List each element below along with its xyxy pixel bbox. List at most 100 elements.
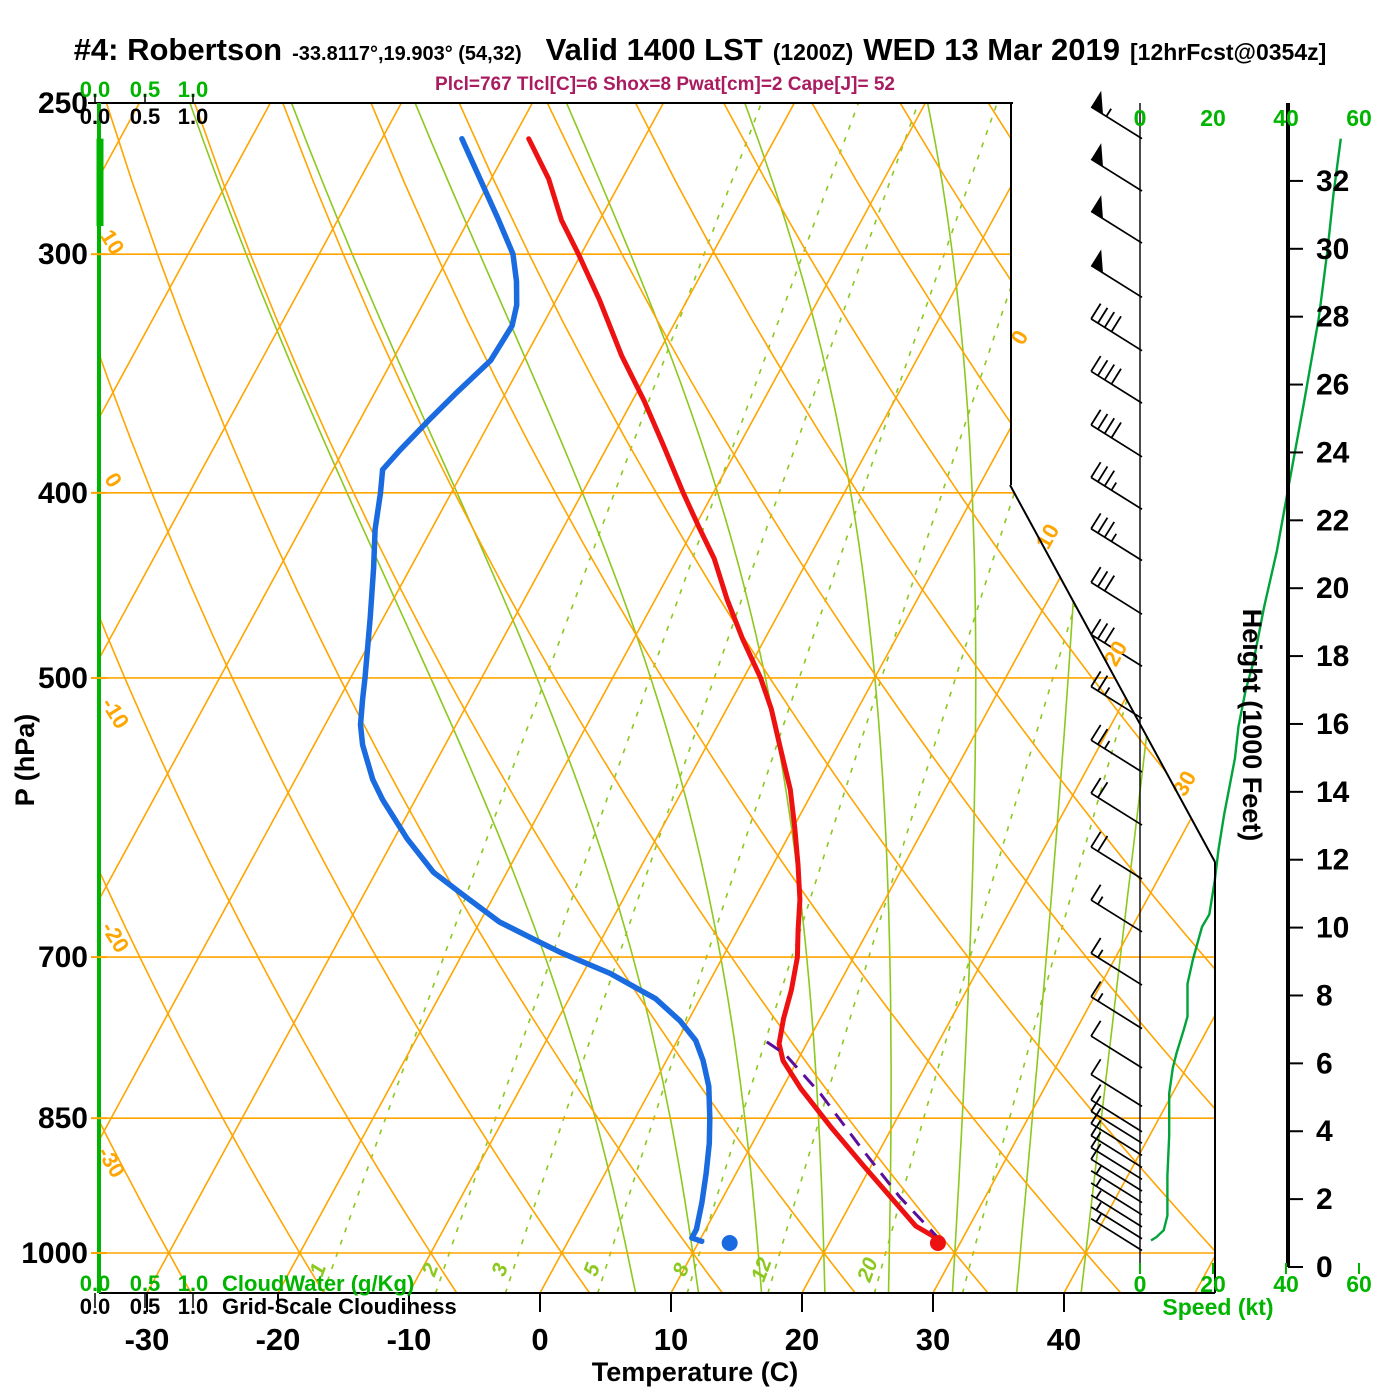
- cloudiness-scale-top: 0.5: [130, 104, 161, 129]
- wind-barb: [1090, 1213, 1143, 1252]
- wind-barb-flag: [1091, 249, 1103, 273]
- wind-barb-full: [1103, 364, 1115, 381]
- wind-barb: [1090, 355, 1143, 404]
- wind-barb-staff: [1090, 370, 1143, 404]
- dry-adiabat-label: 0: [100, 468, 128, 492]
- wind-barb: [1090, 409, 1143, 458]
- wind-barb-full: [1097, 570, 1109, 588]
- wind-barb-staff: [1090, 1170, 1143, 1204]
- height-tick-label: 8: [1316, 979, 1333, 1012]
- wind-barb-full: [1090, 461, 1102, 478]
- wind-barb-half: [1095, 1190, 1102, 1199]
- wind-barb-staff: [1090, 1073, 1143, 1108]
- temperature-tick-label: -30: [125, 1322, 170, 1357]
- wind-barb-full: [1090, 355, 1102, 372]
- height-tick-label: 22: [1316, 504, 1349, 537]
- temperature-axis-title: Temperature (C): [592, 1357, 799, 1387]
- wind-barb-full: [1090, 1143, 1102, 1160]
- moist-adiabat-line: [565, 103, 826, 1293]
- wind-barb-staff: [1090, 318, 1143, 352]
- mixing-ratio-line: [686, 103, 1075, 1293]
- wind-barb: [1090, 1131, 1143, 1181]
- wind-barb: [1090, 981, 1143, 1030]
- speed-tick-label-top: 60: [1346, 105, 1372, 131]
- pressure-tick-label: 1000: [21, 1237, 88, 1270]
- wind-barb-staff: [1090, 476, 1143, 510]
- cloudwater-scale-bottom: 0.0: [80, 1271, 111, 1296]
- speed-tick-label-top: 40: [1273, 105, 1299, 131]
- wind-barb-staff: [1090, 158, 1143, 192]
- wind-barb-full: [1090, 937, 1102, 954]
- wind-barb-full: [1090, 409, 1102, 426]
- height-tick-label: 20: [1316, 572, 1349, 605]
- surface-dewpoint-dot: [721, 1234, 738, 1251]
- height-tick-label: 6: [1316, 1047, 1333, 1080]
- wind-barb-half: [1103, 687, 1111, 696]
- height-tick-label: 0: [1316, 1251, 1333, 1284]
- wind-barb-full: [1090, 566, 1102, 583]
- plot-border-notch: [1009, 484, 1216, 863]
- dry-adiabat-line: [811, 103, 1215, 1293]
- wind-barb-flag: [1091, 195, 1103, 219]
- moist-adiabat-line: [290, 103, 700, 1293]
- wind-barb-full: [1090, 1131, 1102, 1148]
- dry-adiabat-label: -10: [96, 693, 134, 733]
- wind-barb-staff: [1090, 1099, 1143, 1133]
- dry-adiabat-line: [99, 103, 193, 1293]
- mixing-ratio-line: [504, 103, 920, 1293]
- valid-time: Valid 1400 LST: [545, 32, 763, 67]
- wind-barb: [1090, 1178, 1143, 1216]
- cloudiness-scale-bottom: 0.0: [80, 1294, 111, 1319]
- mixing-ratio-line: [873, 103, 1215, 1293]
- wind-barb-full: [1103, 627, 1115, 644]
- dry-adiabat-line: [99, 103, 458, 1293]
- wind-barb-full: [1097, 622, 1109, 640]
- wind-barb-half: [1097, 949, 1104, 958]
- isotherm-line: [0, 103, 8, 1293]
- isotherm-label: 0: [1006, 326, 1034, 349]
- wind-barb-full: [1097, 781, 1109, 798]
- isotherm-line: [408, 103, 1058, 1293]
- pressure-tick-label: 300: [38, 238, 88, 271]
- dry-adiabat-line: [722, 103, 1215, 1293]
- wind-barb-staff: [1090, 1217, 1143, 1252]
- temperature-tick-label: 0: [531, 1322, 548, 1357]
- wind-barb: [1090, 1165, 1143, 1204]
- temperature-tick-label: 20: [785, 1322, 819, 1357]
- forecast-tag: [12hrFcst@0354z]: [1130, 39, 1327, 65]
- height-tick-label: 30: [1316, 233, 1349, 266]
- wind-barb-full: [1110, 421, 1122, 439]
- height-tick-label: 18: [1316, 640, 1349, 673]
- wind-barb-half: [1097, 992, 1104, 1002]
- pressure-axis-title: P (hPa): [10, 714, 40, 807]
- dry-adiabat-line: [99, 103, 591, 1293]
- isotherm-line: [99, 103, 665, 1293]
- speed-tick-label-top: 20: [1200, 105, 1226, 131]
- mixing-ratio-line: [596, 103, 998, 1293]
- height-tick-label: 24: [1316, 436, 1350, 469]
- height-tick-label: 10: [1316, 912, 1349, 945]
- wind-barb: [1090, 1095, 1143, 1144]
- height-tick-label: 28: [1316, 301, 1349, 334]
- wind-barb: [1090, 724, 1143, 773]
- wind-barb: [1090, 1190, 1143, 1228]
- wind-barb-half: [1095, 1178, 1102, 1187]
- wind-barb-full: [1103, 575, 1115, 592]
- wind-barb-staff: [1090, 899, 1143, 933]
- wind-barb-half: [1095, 1202, 1102, 1211]
- isotherm-line: [99, 103, 534, 1293]
- cloudiness-scale-bottom: 1.0: [178, 1294, 209, 1319]
- pressure-tick-label: 250: [38, 87, 88, 120]
- pressure-tick-label: 400: [38, 477, 88, 510]
- speed-tick-label-top: 0: [1134, 105, 1147, 131]
- wind-barb-half: [1110, 533, 1118, 542]
- temperature-tick-label: 10: [654, 1322, 688, 1357]
- dry-adiabat-line: [458, 103, 1215, 1293]
- height-tick-label: 4: [1316, 1115, 1333, 1148]
- wind-barb: [1090, 512, 1143, 562]
- wind-barb: [1090, 461, 1143, 510]
- moist-adiabat-line: [1015, 103, 1089, 1293]
- wind-barb-staff: [1090, 846, 1143, 880]
- temperature-tick-label: 30: [916, 1322, 950, 1357]
